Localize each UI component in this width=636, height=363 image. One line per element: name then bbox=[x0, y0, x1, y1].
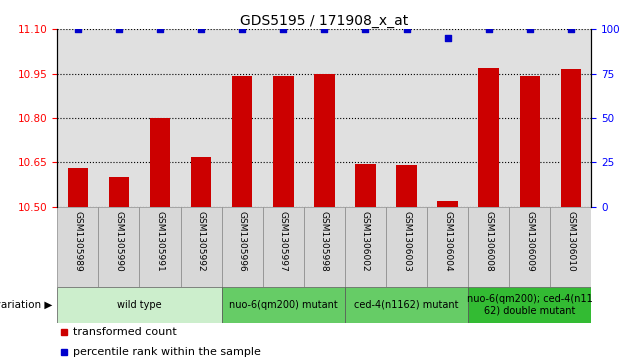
Text: GSM1306002: GSM1306002 bbox=[361, 211, 370, 272]
Text: GSM1306004: GSM1306004 bbox=[443, 211, 452, 272]
Text: ced-4(n1162) mutant: ced-4(n1162) mutant bbox=[354, 300, 459, 310]
Bar bbox=[67, 168, 88, 207]
Text: GSM1305996: GSM1305996 bbox=[238, 211, 247, 272]
Text: GSM1305989: GSM1305989 bbox=[73, 211, 82, 272]
Point bbox=[319, 26, 329, 32]
Point bbox=[73, 26, 83, 32]
Bar bbox=[149, 118, 170, 207]
Point bbox=[237, 26, 247, 32]
Point bbox=[361, 26, 371, 32]
Text: GSM1305997: GSM1305997 bbox=[279, 211, 287, 272]
Text: GSM1306008: GSM1306008 bbox=[484, 211, 494, 272]
Bar bbox=[438, 201, 458, 207]
Bar bbox=[263, 207, 304, 287]
Bar bbox=[139, 207, 181, 287]
Point bbox=[401, 26, 411, 32]
Bar bbox=[355, 164, 376, 207]
Text: GSM1306010: GSM1306010 bbox=[567, 211, 576, 272]
Text: nuo-6(qm200); ced-4(n11
62) double mutant: nuo-6(qm200); ced-4(n11 62) double mutan… bbox=[467, 294, 593, 316]
Bar bbox=[304, 207, 345, 287]
Point bbox=[566, 26, 576, 32]
Bar bbox=[99, 207, 139, 287]
Bar bbox=[550, 207, 591, 287]
Text: GSM1305998: GSM1305998 bbox=[320, 211, 329, 272]
Bar bbox=[468, 287, 591, 323]
Bar bbox=[57, 287, 221, 323]
Text: wild type: wild type bbox=[117, 300, 162, 310]
Bar bbox=[345, 287, 468, 323]
Point bbox=[525, 26, 535, 32]
Bar bbox=[273, 77, 294, 207]
Bar bbox=[109, 177, 129, 207]
Bar bbox=[520, 77, 540, 207]
Bar bbox=[468, 207, 509, 287]
Bar bbox=[57, 207, 99, 287]
Text: genotype/variation ▶: genotype/variation ▶ bbox=[0, 300, 52, 310]
Bar bbox=[386, 207, 427, 287]
Bar bbox=[181, 207, 221, 287]
Text: percentile rank within the sample: percentile rank within the sample bbox=[73, 347, 261, 357]
Bar bbox=[314, 74, 335, 207]
Point bbox=[196, 26, 206, 32]
Bar bbox=[509, 207, 550, 287]
Point bbox=[155, 26, 165, 32]
Point bbox=[483, 26, 494, 32]
Text: GSM1306009: GSM1306009 bbox=[525, 211, 534, 272]
Bar bbox=[232, 77, 252, 207]
Text: GSM1306003: GSM1306003 bbox=[402, 211, 411, 272]
Bar bbox=[427, 207, 468, 287]
Bar bbox=[221, 207, 263, 287]
Text: nuo-6(qm200) mutant: nuo-6(qm200) mutant bbox=[229, 300, 338, 310]
Text: GSM1305990: GSM1305990 bbox=[114, 211, 123, 272]
Bar bbox=[221, 287, 345, 323]
Point bbox=[443, 35, 453, 41]
Title: GDS5195 / 171908_x_at: GDS5195 / 171908_x_at bbox=[240, 14, 408, 28]
Bar bbox=[345, 207, 386, 287]
Bar bbox=[396, 166, 417, 207]
Bar bbox=[191, 156, 211, 207]
Point bbox=[114, 26, 124, 32]
Text: transformed count: transformed count bbox=[73, 327, 177, 337]
Bar bbox=[478, 68, 499, 207]
Bar bbox=[561, 69, 581, 207]
Point bbox=[278, 26, 288, 32]
Text: GSM1305991: GSM1305991 bbox=[155, 211, 165, 272]
Text: GSM1305992: GSM1305992 bbox=[197, 211, 205, 272]
